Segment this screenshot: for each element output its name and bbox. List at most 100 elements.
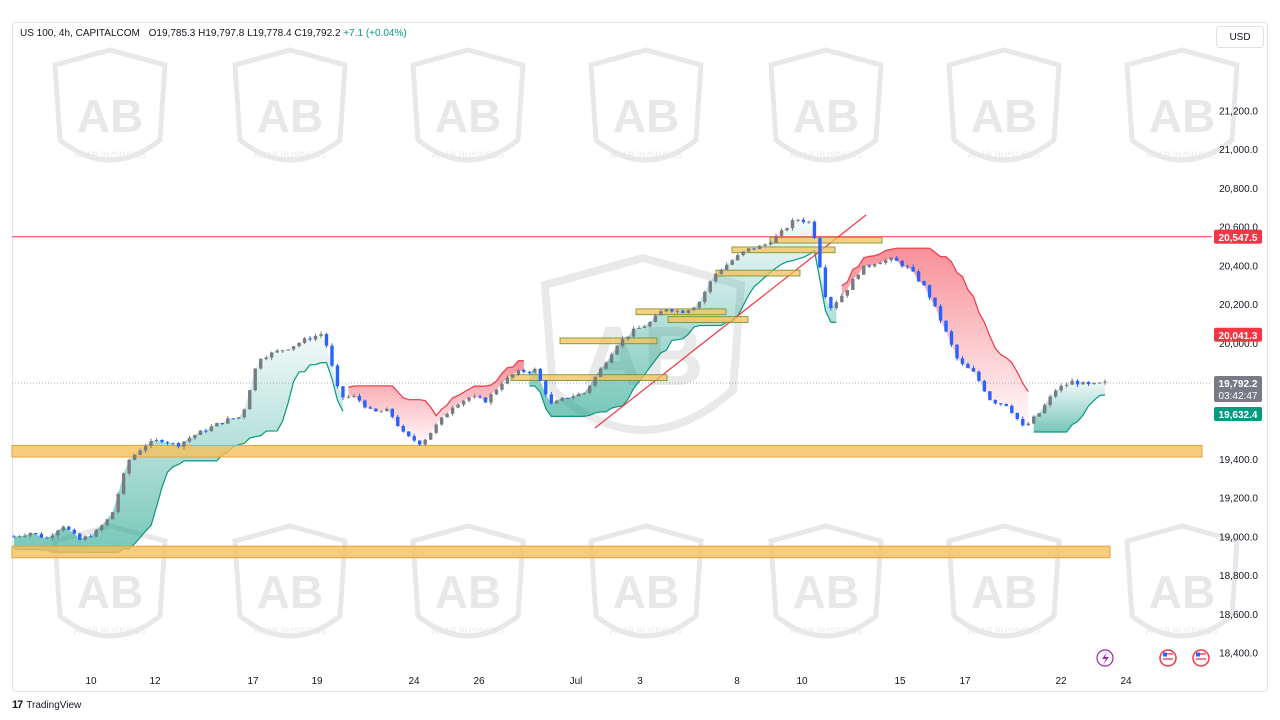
candle — [472, 393, 477, 399]
candle — [1097, 382, 1102, 384]
support-trail — [529, 249, 837, 417]
candle-body — [566, 397, 570, 399]
candle-body — [862, 265, 866, 275]
candle — [779, 228, 784, 239]
candle-body — [1092, 382, 1096, 385]
flag-circle — [1192, 649, 1210, 667]
candle — [681, 309, 685, 314]
candle — [215, 422, 219, 427]
watermark-text: ARAB BUSINESS — [74, 150, 147, 160]
candle-body — [867, 265, 871, 267]
event-icons[interactable] — [1096, 649, 1210, 667]
candle-body — [549, 394, 553, 404]
time-axis[interactable]: 10 12 17 19 24 26 Jul 3 8 10 15 17 22 24 — [85, 676, 1132, 687]
candle-body — [45, 537, 49, 539]
lightning-glyph — [1102, 652, 1109, 665]
candle — [692, 306, 696, 311]
x-tick-label: Jul — [570, 676, 583, 687]
watermark-shield — [1124, 523, 1240, 639]
high-value: H19,797.8 — [198, 28, 245, 39]
candle-body — [23, 535, 27, 537]
candle — [867, 264, 871, 268]
candle — [149, 438, 153, 449]
tradingview-logo-icon[interactable]: 17 — [12, 699, 23, 711]
candle — [927, 284, 932, 301]
candle — [171, 442, 175, 446]
watermark-shield — [52, 523, 168, 639]
candle-body — [851, 278, 855, 290]
watermark-brand: AB — [257, 566, 323, 618]
candle-body — [1075, 380, 1080, 385]
symbol-name[interactable]: US 100, 4h, CAPITALCOM — [20, 28, 140, 39]
candle — [220, 422, 225, 426]
candle-body — [297, 342, 301, 347]
candle — [796, 218, 800, 223]
candle — [829, 296, 833, 311]
candle-body — [889, 257, 893, 261]
candle-body — [856, 274, 860, 279]
candle — [291, 346, 296, 352]
candle — [363, 399, 367, 409]
candle — [631, 326, 636, 339]
candle — [494, 388, 499, 396]
candle — [1032, 415, 1036, 425]
x-tick-label: 8 — [734, 676, 740, 687]
candle-body — [807, 221, 811, 223]
candle-body — [730, 260, 734, 265]
support-cloud — [1033, 380, 1105, 432]
candle — [445, 412, 449, 418]
candle-body — [522, 370, 526, 372]
candle — [45, 536, 49, 539]
candle — [39, 532, 44, 539]
symbol-legend: US 100, 4h, CAPITALCOM O19,785.3 H19,797… — [20, 28, 407, 39]
candle — [741, 251, 745, 257]
candle-body — [922, 281, 926, 286]
currency-button[interactable]: USD — [1216, 26, 1264, 48]
resistance-trail — [348, 360, 524, 417]
candle — [379, 410, 384, 413]
candle-body — [741, 251, 745, 256]
candle — [966, 362, 970, 369]
y-tick-label: 20,000.0 — [1219, 339, 1258, 350]
candle — [450, 405, 455, 417]
candle — [735, 253, 740, 261]
y-tick-label: 19,000.0 — [1219, 532, 1258, 543]
candle — [1064, 382, 1069, 388]
watermark-text: ARAB BUSINESS — [610, 626, 683, 636]
candle — [774, 233, 778, 243]
candle — [1053, 388, 1058, 399]
candle — [960, 356, 965, 366]
candle — [834, 300, 839, 310]
candle-body — [1086, 381, 1091, 385]
candle — [226, 416, 230, 425]
candle — [999, 403, 1003, 406]
candle-body — [938, 306, 943, 321]
y-tick-label: 20,400.0 — [1219, 261, 1258, 272]
candle — [346, 395, 351, 399]
watermark-shield — [768, 523, 884, 639]
candle-body — [39, 533, 44, 538]
candle — [61, 525, 66, 533]
resistance-cloud — [841, 248, 1029, 426]
candle — [341, 386, 345, 400]
candle — [56, 529, 60, 539]
candle — [708, 280, 712, 294]
candle-body — [971, 368, 976, 372]
candle — [1086, 381, 1091, 386]
candle — [587, 385, 592, 395]
candle-body — [1081, 381, 1085, 385]
candle-body — [576, 393, 581, 397]
candle — [949, 329, 954, 347]
candle — [533, 367, 537, 374]
candle — [544, 379, 548, 397]
candle-body — [56, 530, 60, 536]
price-axis[interactable]: 21,200.0 21,000.0 20,800.0 20,600.0 20,400.0… — [1219, 106, 1258, 659]
candle — [1004, 403, 1009, 407]
candle — [609, 352, 614, 364]
candle-body — [412, 436, 416, 441]
watermark-text: ARAB BUSINESS — [790, 150, 863, 160]
candle-body — [1037, 413, 1041, 417]
candle — [231, 418, 235, 420]
candle-body — [714, 273, 718, 282]
